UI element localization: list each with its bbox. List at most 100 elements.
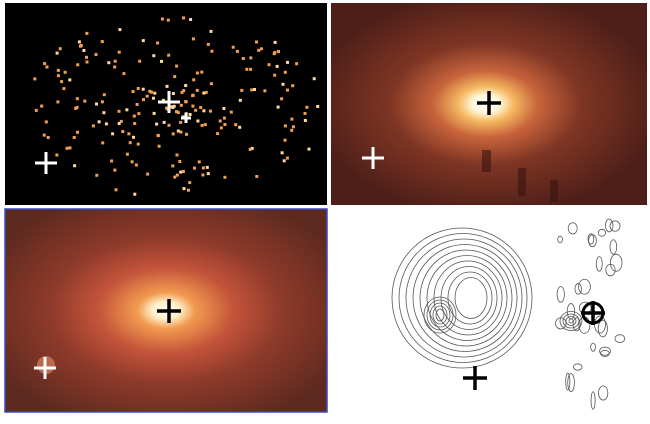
event (155, 122, 159, 126)
event (118, 28, 122, 32)
event (121, 130, 125, 133)
event (257, 48, 261, 52)
event (259, 47, 263, 51)
event (56, 74, 60, 78)
event (133, 122, 137, 125)
event (114, 188, 118, 192)
event (141, 87, 145, 91)
event (56, 68, 60, 72)
event (273, 73, 277, 77)
event (276, 105, 280, 109)
event (281, 82, 285, 86)
event (134, 163, 138, 167)
event (277, 50, 280, 53)
event (229, 110, 233, 114)
event (73, 164, 77, 168)
event (34, 108, 38, 112)
event (55, 51, 59, 55)
event (83, 99, 87, 103)
event (182, 89, 186, 93)
event (286, 60, 289, 64)
event (238, 125, 242, 129)
event (210, 49, 214, 53)
contour (412, 244, 518, 352)
event (202, 91, 206, 95)
event (56, 100, 60, 104)
event (173, 175, 177, 179)
event (75, 97, 79, 101)
event (130, 160, 134, 164)
event (128, 141, 132, 145)
contour (599, 346, 611, 356)
event (171, 132, 175, 136)
event (184, 84, 188, 87)
contour (556, 286, 565, 303)
event (145, 94, 149, 98)
contour (573, 363, 583, 371)
event (189, 18, 193, 21)
contour (597, 319, 608, 338)
event (218, 119, 222, 123)
event (201, 173, 205, 177)
contour (557, 235, 563, 244)
contour (605, 218, 614, 233)
event (275, 64, 279, 68)
event (135, 103, 139, 106)
event (283, 138, 287, 142)
event (76, 63, 80, 67)
event (303, 119, 307, 122)
event (85, 60, 89, 64)
event (152, 54, 156, 58)
event (267, 63, 271, 67)
event (191, 104, 195, 108)
contour (587, 233, 595, 245)
event (102, 111, 106, 115)
event (165, 106, 169, 110)
event (203, 123, 207, 127)
event (290, 128, 294, 132)
event (102, 93, 106, 97)
contour (609, 220, 621, 232)
event (205, 165, 209, 169)
event (231, 45, 235, 49)
contour (590, 342, 596, 352)
event (173, 75, 177, 79)
event (85, 55, 88, 59)
event (132, 114, 136, 118)
event (280, 151, 284, 155)
event (255, 175, 259, 178)
event (191, 37, 195, 41)
event (167, 53, 171, 57)
event (219, 126, 223, 130)
event (131, 90, 135, 93)
contour (565, 372, 571, 391)
contour (597, 228, 606, 237)
event (166, 18, 170, 22)
event (286, 88, 289, 92)
event (119, 119, 123, 123)
artifacts (482, 150, 558, 202)
event (295, 62, 299, 66)
event (72, 136, 76, 139)
event (171, 164, 175, 168)
event (138, 59, 142, 63)
event (188, 181, 192, 185)
contour (598, 385, 609, 401)
contour (423, 296, 457, 334)
panel-xray (5, 3, 327, 205)
event (235, 49, 239, 53)
event (141, 39, 145, 43)
event (117, 50, 121, 54)
event (133, 192, 137, 196)
contour (454, 277, 488, 319)
contour (574, 283, 582, 295)
event (95, 173, 99, 177)
contour (609, 253, 623, 272)
contour (405, 238, 523, 358)
event (117, 122, 121, 125)
event (146, 172, 150, 176)
contour (559, 311, 583, 331)
event (280, 97, 284, 101)
event (100, 40, 104, 44)
event (209, 109, 212, 113)
